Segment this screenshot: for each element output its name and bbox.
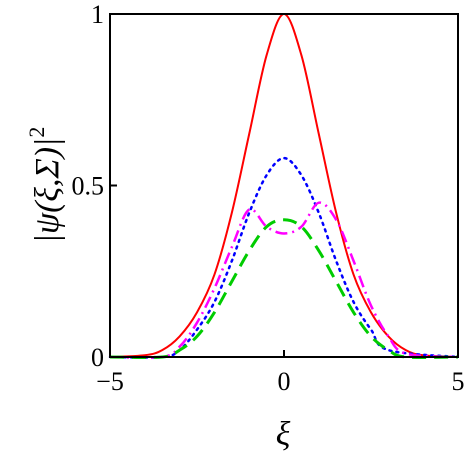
y-tick-label: 0.5 [72,172,105,201]
ticks-layer: −5 0 500.51 [72,0,465,396]
series-line-4 [109,218,459,359]
y-axis-title: |ψ(ξ,Σ)|2 [24,127,66,244]
y-tick-label: 0 [91,343,104,372]
x-axis-title: ξ [276,416,291,453]
x-tick-label: 5 [452,367,465,396]
series-line-1 [109,12,459,358]
x-tick-label: −5 [96,367,124,396]
x-tick-label: 0 [278,367,291,396]
plot-frame [109,13,459,358]
y-axis-exponent: 2 [24,127,49,138]
series-line-2 [108,156,460,359]
y-tick-label: 1 [91,0,104,29]
series-line-3 [109,201,459,359]
svg-text:|ψ(ξ,Σ)|2: |ψ(ξ,Σ)|2 [24,127,66,244]
series-layer [108,12,460,359]
y-axis-label: |ψ(ξ,Σ)| [29,138,66,244]
